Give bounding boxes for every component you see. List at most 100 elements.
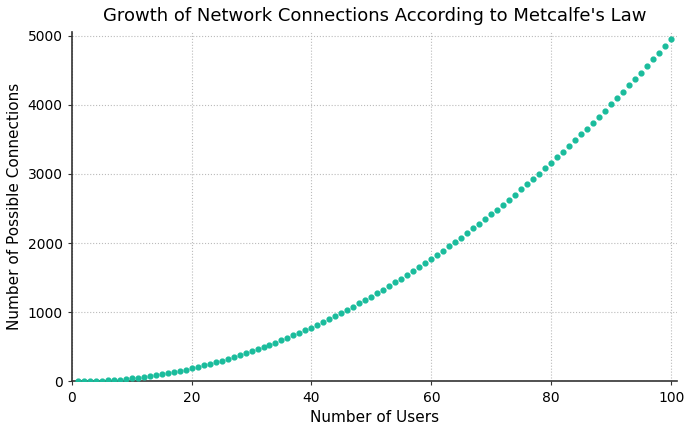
Point [270, 339, 281, 346]
Point [180, 366, 191, 373]
Point [498, 201, 509, 208]
Point [396, 275, 407, 282]
Point [450, 238, 461, 245]
Point [90, 378, 101, 384]
Point [192, 363, 203, 370]
Point [582, 125, 593, 132]
Point [132, 374, 143, 381]
Point [558, 148, 569, 155]
Point [623, 82, 635, 89]
Point [210, 359, 221, 366]
Point [618, 89, 629, 95]
X-axis label: Number of Users: Number of Users [310, 410, 439, 425]
Point [426, 256, 437, 263]
Point [264, 341, 275, 348]
Point [552, 154, 563, 161]
Point [438, 247, 449, 254]
Point [354, 300, 365, 307]
Point [510, 191, 521, 198]
Point [102, 377, 113, 384]
Point [156, 371, 167, 378]
Point [360, 297, 371, 304]
Point [462, 229, 473, 236]
Point [534, 170, 545, 177]
Point [222, 356, 233, 362]
Point [126, 375, 137, 382]
Point [600, 107, 611, 114]
Point [300, 327, 311, 334]
Point [474, 220, 485, 227]
Point [228, 354, 239, 361]
Point [420, 260, 431, 267]
Point [240, 350, 251, 357]
Point [432, 251, 443, 258]
Point [576, 131, 587, 138]
Point [468, 225, 479, 232]
Point [570, 137, 581, 144]
Point [78, 378, 89, 385]
Point [174, 368, 185, 375]
Point [168, 368, 179, 375]
Point [546, 159, 557, 166]
Point [444, 243, 455, 250]
Point [402, 271, 413, 278]
Point [486, 211, 497, 218]
Point [636, 69, 647, 76]
Point [408, 267, 419, 274]
Point [588, 119, 599, 126]
Point [659, 42, 671, 49]
Point [648, 56, 659, 63]
Point [384, 283, 395, 289]
Point [366, 293, 377, 300]
Point [258, 344, 269, 351]
Point [612, 95, 623, 102]
Point [120, 375, 131, 382]
Point [312, 321, 323, 328]
Point [516, 186, 527, 193]
Point [108, 377, 119, 384]
Point [378, 286, 389, 293]
Point [288, 332, 299, 339]
Point [630, 76, 641, 83]
Point [641, 63, 653, 70]
Point [318, 318, 329, 325]
Point [204, 361, 215, 368]
Point [528, 175, 539, 182]
Point [282, 334, 293, 341]
Point [540, 165, 551, 172]
Point [666, 35, 677, 42]
Point [654, 49, 665, 56]
Point [330, 313, 341, 320]
Point [594, 113, 605, 120]
Point [492, 206, 503, 213]
Point [348, 303, 359, 310]
Point [138, 373, 149, 380]
Point [72, 378, 83, 385]
Y-axis label: Number of Possible Connections: Number of Possible Connections [7, 83, 22, 330]
Point [246, 348, 257, 355]
Point [162, 370, 173, 377]
Point [480, 216, 491, 222]
Point [336, 309, 347, 316]
Point [150, 372, 161, 378]
Title: Growth of Network Connections According to Metcalfe's Law: Growth of Network Connections According … [102, 7, 646, 25]
Point [198, 362, 209, 369]
Point [306, 324, 317, 331]
Point [522, 181, 533, 188]
Point [144, 373, 155, 380]
Point [114, 376, 125, 383]
Point [606, 101, 617, 108]
Point [252, 346, 263, 353]
Point [216, 357, 227, 364]
Point [324, 315, 335, 322]
Point [294, 329, 305, 336]
Point [234, 352, 245, 359]
Point [564, 143, 575, 149]
Point [414, 264, 425, 270]
Point [84, 378, 95, 385]
Point [186, 365, 197, 372]
Point [276, 337, 287, 344]
Point [456, 234, 467, 241]
Point [342, 306, 353, 313]
Point [390, 279, 401, 286]
